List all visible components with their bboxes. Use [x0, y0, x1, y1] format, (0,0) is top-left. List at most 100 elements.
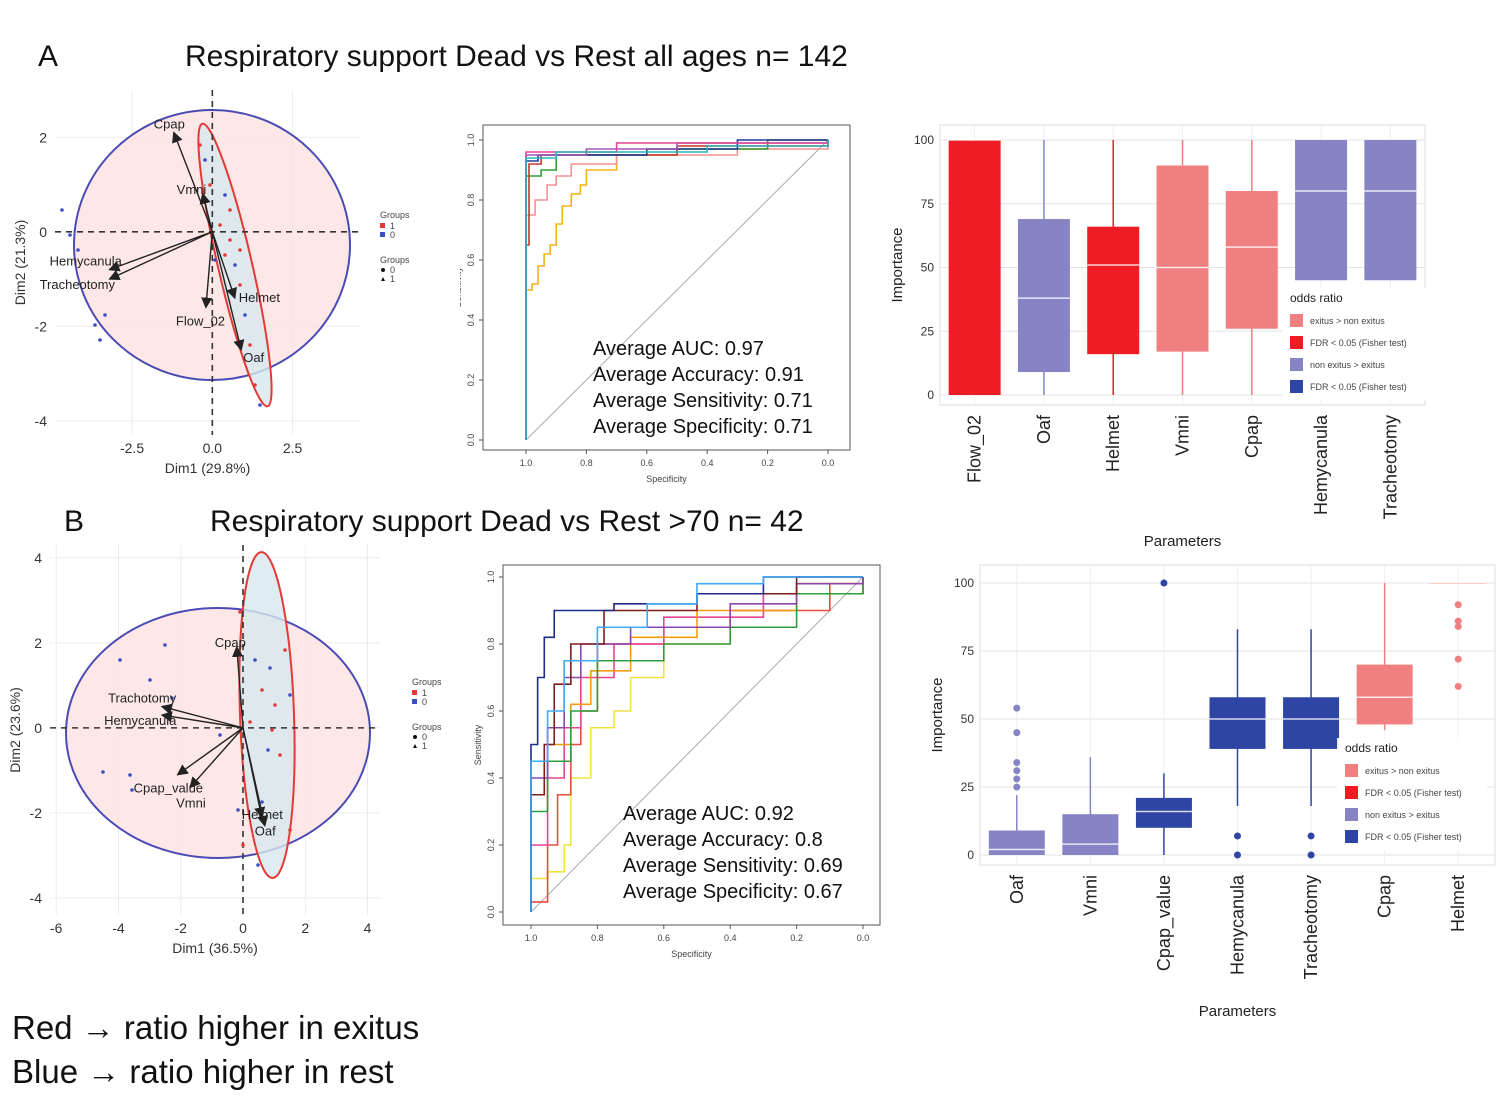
- legend-swatch: [1345, 764, 1358, 777]
- y-tick-label: 0.0: [466, 434, 476, 447]
- x-tick-label: Tracheotomy: [1301, 875, 1321, 979]
- legend-swatch: [380, 223, 385, 228]
- y-axis-title: Sensitivity: [473, 724, 483, 765]
- roc-curve: [530, 576, 863, 912]
- roc-curves-a: 1.0 0.8 0.6 0.4 0.2 0.0 1.0 0.8 0.6 0.4 0.2 0.0 Aver…: [460, 124, 851, 484]
- loading-label: Oaf: [255, 824, 276, 839]
- x-tick-label: 0.2: [761, 458, 774, 468]
- y-axis-title: Importance: [889, 227, 906, 302]
- loading-label: Cpap: [215, 635, 246, 650]
- x-tick-label: -6: [50, 920, 63, 936]
- box: [1295, 140, 1348, 281]
- stat-label: Average AUC: 0.92: [623, 803, 794, 825]
- y-axis-title: Dim2 (21.3%): [12, 220, 28, 306]
- sample-point: [238, 283, 242, 287]
- sample-point: [260, 800, 264, 804]
- box: [1017, 219, 1070, 373]
- legend-box: [1337, 738, 1487, 850]
- y-tick-label: 0: [39, 224, 47, 240]
- legend-label: 0: [422, 732, 427, 742]
- box: [1156, 165, 1209, 352]
- y-tick-label: 0.4: [486, 772, 496, 785]
- legend-shape: [413, 744, 417, 748]
- y-tick-label: -2: [30, 805, 43, 821]
- outlier-point: [1234, 851, 1241, 859]
- sample-point: [253, 383, 257, 387]
- loading-label: Vmni: [176, 795, 206, 810]
- sample-point: [68, 233, 72, 237]
- x-axis-title: Dim1 (29.8%): [165, 460, 251, 476]
- sample-point: [270, 728, 274, 732]
- x-tick-label: Flow_02: [965, 415, 986, 483]
- legend-title: odds ratio: [1345, 741, 1398, 755]
- y-axis-title: Sensitivity: [460, 267, 463, 308]
- legend-swatch: [1290, 314, 1303, 327]
- sample-point: [148, 678, 152, 682]
- legend-box: [1282, 288, 1432, 400]
- legend-label: non exitus > exitus: [1365, 810, 1440, 820]
- sample-point: [76, 248, 80, 252]
- y-tick-label: 0.8: [466, 194, 476, 207]
- legend-swatch: [1290, 336, 1303, 349]
- box: [948, 140, 1001, 395]
- sample-point: [228, 208, 232, 212]
- sample-point: [238, 248, 242, 252]
- x-tick-label: -2: [175, 920, 188, 936]
- y-tick-label: 75: [921, 197, 935, 211]
- sample-point: [258, 403, 262, 407]
- outlier-point: [1454, 682, 1462, 690]
- importance-boxplot-b: 100 75 50 25 0 Oaf Vmni Cpap_value Hemycanula Tra…: [929, 564, 1496, 1020]
- box: [1364, 140, 1417, 281]
- y-tick-label: 2: [39, 129, 47, 145]
- x-tick-label: Vmni: [1080, 875, 1100, 916]
- legend-label: 0: [422, 697, 427, 707]
- sample-point: [238, 610, 242, 614]
- box: [1062, 814, 1119, 855]
- legend-label: 1: [390, 274, 395, 284]
- y-tick-label: -4: [35, 413, 48, 429]
- x-tick-label: Cpap: [1375, 875, 1395, 918]
- box: [1209, 697, 1266, 749]
- x-tick-label: Helmet: [1448, 875, 1468, 932]
- loading-arrow: [211, 231, 245, 352]
- y-tick-label: 25: [921, 324, 935, 338]
- loading-label: Flow_02: [176, 313, 225, 328]
- roc-curves-b: 1.0 0.8 0.6 0.4 0.2 0.0 1.0 0.8 0.6 0.4 0.2 0.0 Aver…: [473, 564, 881, 959]
- legend-label: exitus > non exitus: [1365, 766, 1440, 776]
- y-tick-label: 0.0: [486, 906, 496, 919]
- y-axis-title: Dim2 (23.6%): [7, 687, 23, 773]
- outlier-point: [1160, 579, 1168, 587]
- legend-label: FDR < 0.05 (Fisher test): [1365, 832, 1462, 842]
- x-tick-label: 2.5: [283, 440, 303, 456]
- y-tick-label: 2: [34, 635, 42, 651]
- sample-point: [223, 253, 227, 257]
- loading-label: Helmet: [239, 290, 281, 305]
- sample-point: [268, 666, 272, 670]
- sample-point: [283, 648, 287, 652]
- group-ellipse-red: [238, 551, 296, 879]
- outlier-point: [1454, 655, 1462, 663]
- y-tick-label: 0: [927, 388, 934, 402]
- legend-swatch: [1345, 786, 1358, 799]
- sample-point: [218, 223, 222, 227]
- y-tick-label: 0.6: [486, 705, 496, 718]
- sample-point: [273, 703, 277, 707]
- y-tick-label: 0: [967, 848, 974, 862]
- x-tick-label: 0.6: [641, 458, 654, 468]
- x-axis-title: Parameters: [1199, 1003, 1277, 1020]
- x-axis-title: Parameters: [1144, 533, 1222, 550]
- legend-swatch: [412, 699, 417, 704]
- panel-b-letter: B: [64, 505, 85, 538]
- loading-label: Cpap_value: [134, 781, 203, 796]
- y-tick-label: 100: [914, 133, 934, 147]
- loading-label: Vmni: [177, 182, 207, 197]
- loading-label: Helmet: [242, 807, 284, 822]
- x-tick-label: 1.0: [520, 458, 533, 468]
- x-tick-label: Tracheotomy: [1380, 415, 1400, 519]
- roc-curve: [525, 140, 829, 440]
- roc-curve: [525, 140, 829, 440]
- sample-point: [98, 338, 102, 342]
- legend-title: Groups: [380, 210, 410, 220]
- loading-arrow: [160, 703, 244, 729]
- outlier-point: [1307, 851, 1315, 859]
